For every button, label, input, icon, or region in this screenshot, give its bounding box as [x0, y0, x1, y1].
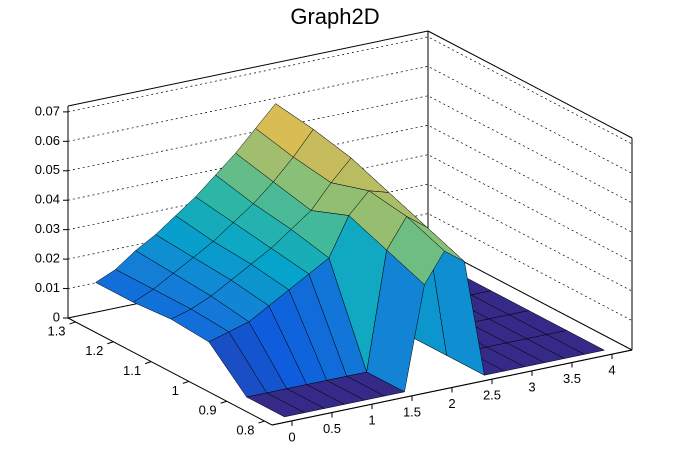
x-tick-label: 0.5	[323, 421, 341, 436]
box-edge	[427, 30, 633, 139]
y-tick	[182, 380, 190, 384]
box-edge	[271, 349, 633, 426]
y-tick-label: 0.8	[236, 422, 254, 437]
x-tick-label: 2	[448, 396, 455, 411]
y-tick	[220, 400, 227, 404]
y-tick	[107, 341, 114, 345]
grid-line	[67, 242, 633, 351]
z-tick-label: 0.06	[35, 133, 60, 148]
surface-cell	[245, 392, 306, 418]
y-tick-label: 1.3	[47, 323, 65, 338]
box-edge	[67, 30, 429, 107]
grid-line	[67, 36, 633, 145]
y-tick	[258, 420, 265, 424]
grid-line	[67, 213, 633, 321]
y-tick-label: 1.1	[123, 363, 141, 378]
grid-line	[67, 154, 633, 262]
grid-line	[67, 95, 633, 204]
z-tick-label: 0.05	[35, 162, 60, 177]
y-tick-label: 1.2	[85, 343, 103, 358]
z-tick-label: 0	[53, 309, 60, 324]
x-tick-label: 1.5	[403, 404, 421, 419]
z-tick-label: 0.03	[35, 221, 60, 236]
x-tick-label: 1	[368, 413, 375, 428]
chart-title: Graph2D	[290, 4, 379, 29]
z-tick-label: 0.01	[35, 280, 60, 295]
box-edge	[67, 317, 273, 426]
z-tick-label: 0.07	[35, 103, 60, 118]
y-tick	[69, 321, 76, 325]
grid-line	[67, 183, 633, 292]
z-tick-label: 0.04	[35, 192, 60, 207]
x-tick-label: 0	[288, 429, 295, 444]
x-tick-label: 2.5	[483, 388, 501, 403]
z-tick-label: 0.02	[35, 251, 60, 266]
y-tick	[144, 361, 152, 365]
x-tick-label: 4	[608, 363, 615, 378]
grid-line	[67, 65, 633, 174]
y-tick-label: 0.9	[199, 403, 217, 418]
grid-line	[67, 124, 633, 233]
x-tick-label: 3.5	[563, 371, 581, 386]
x-tick-label: 3	[528, 379, 535, 394]
y-tick-label: 1	[172, 383, 179, 398]
